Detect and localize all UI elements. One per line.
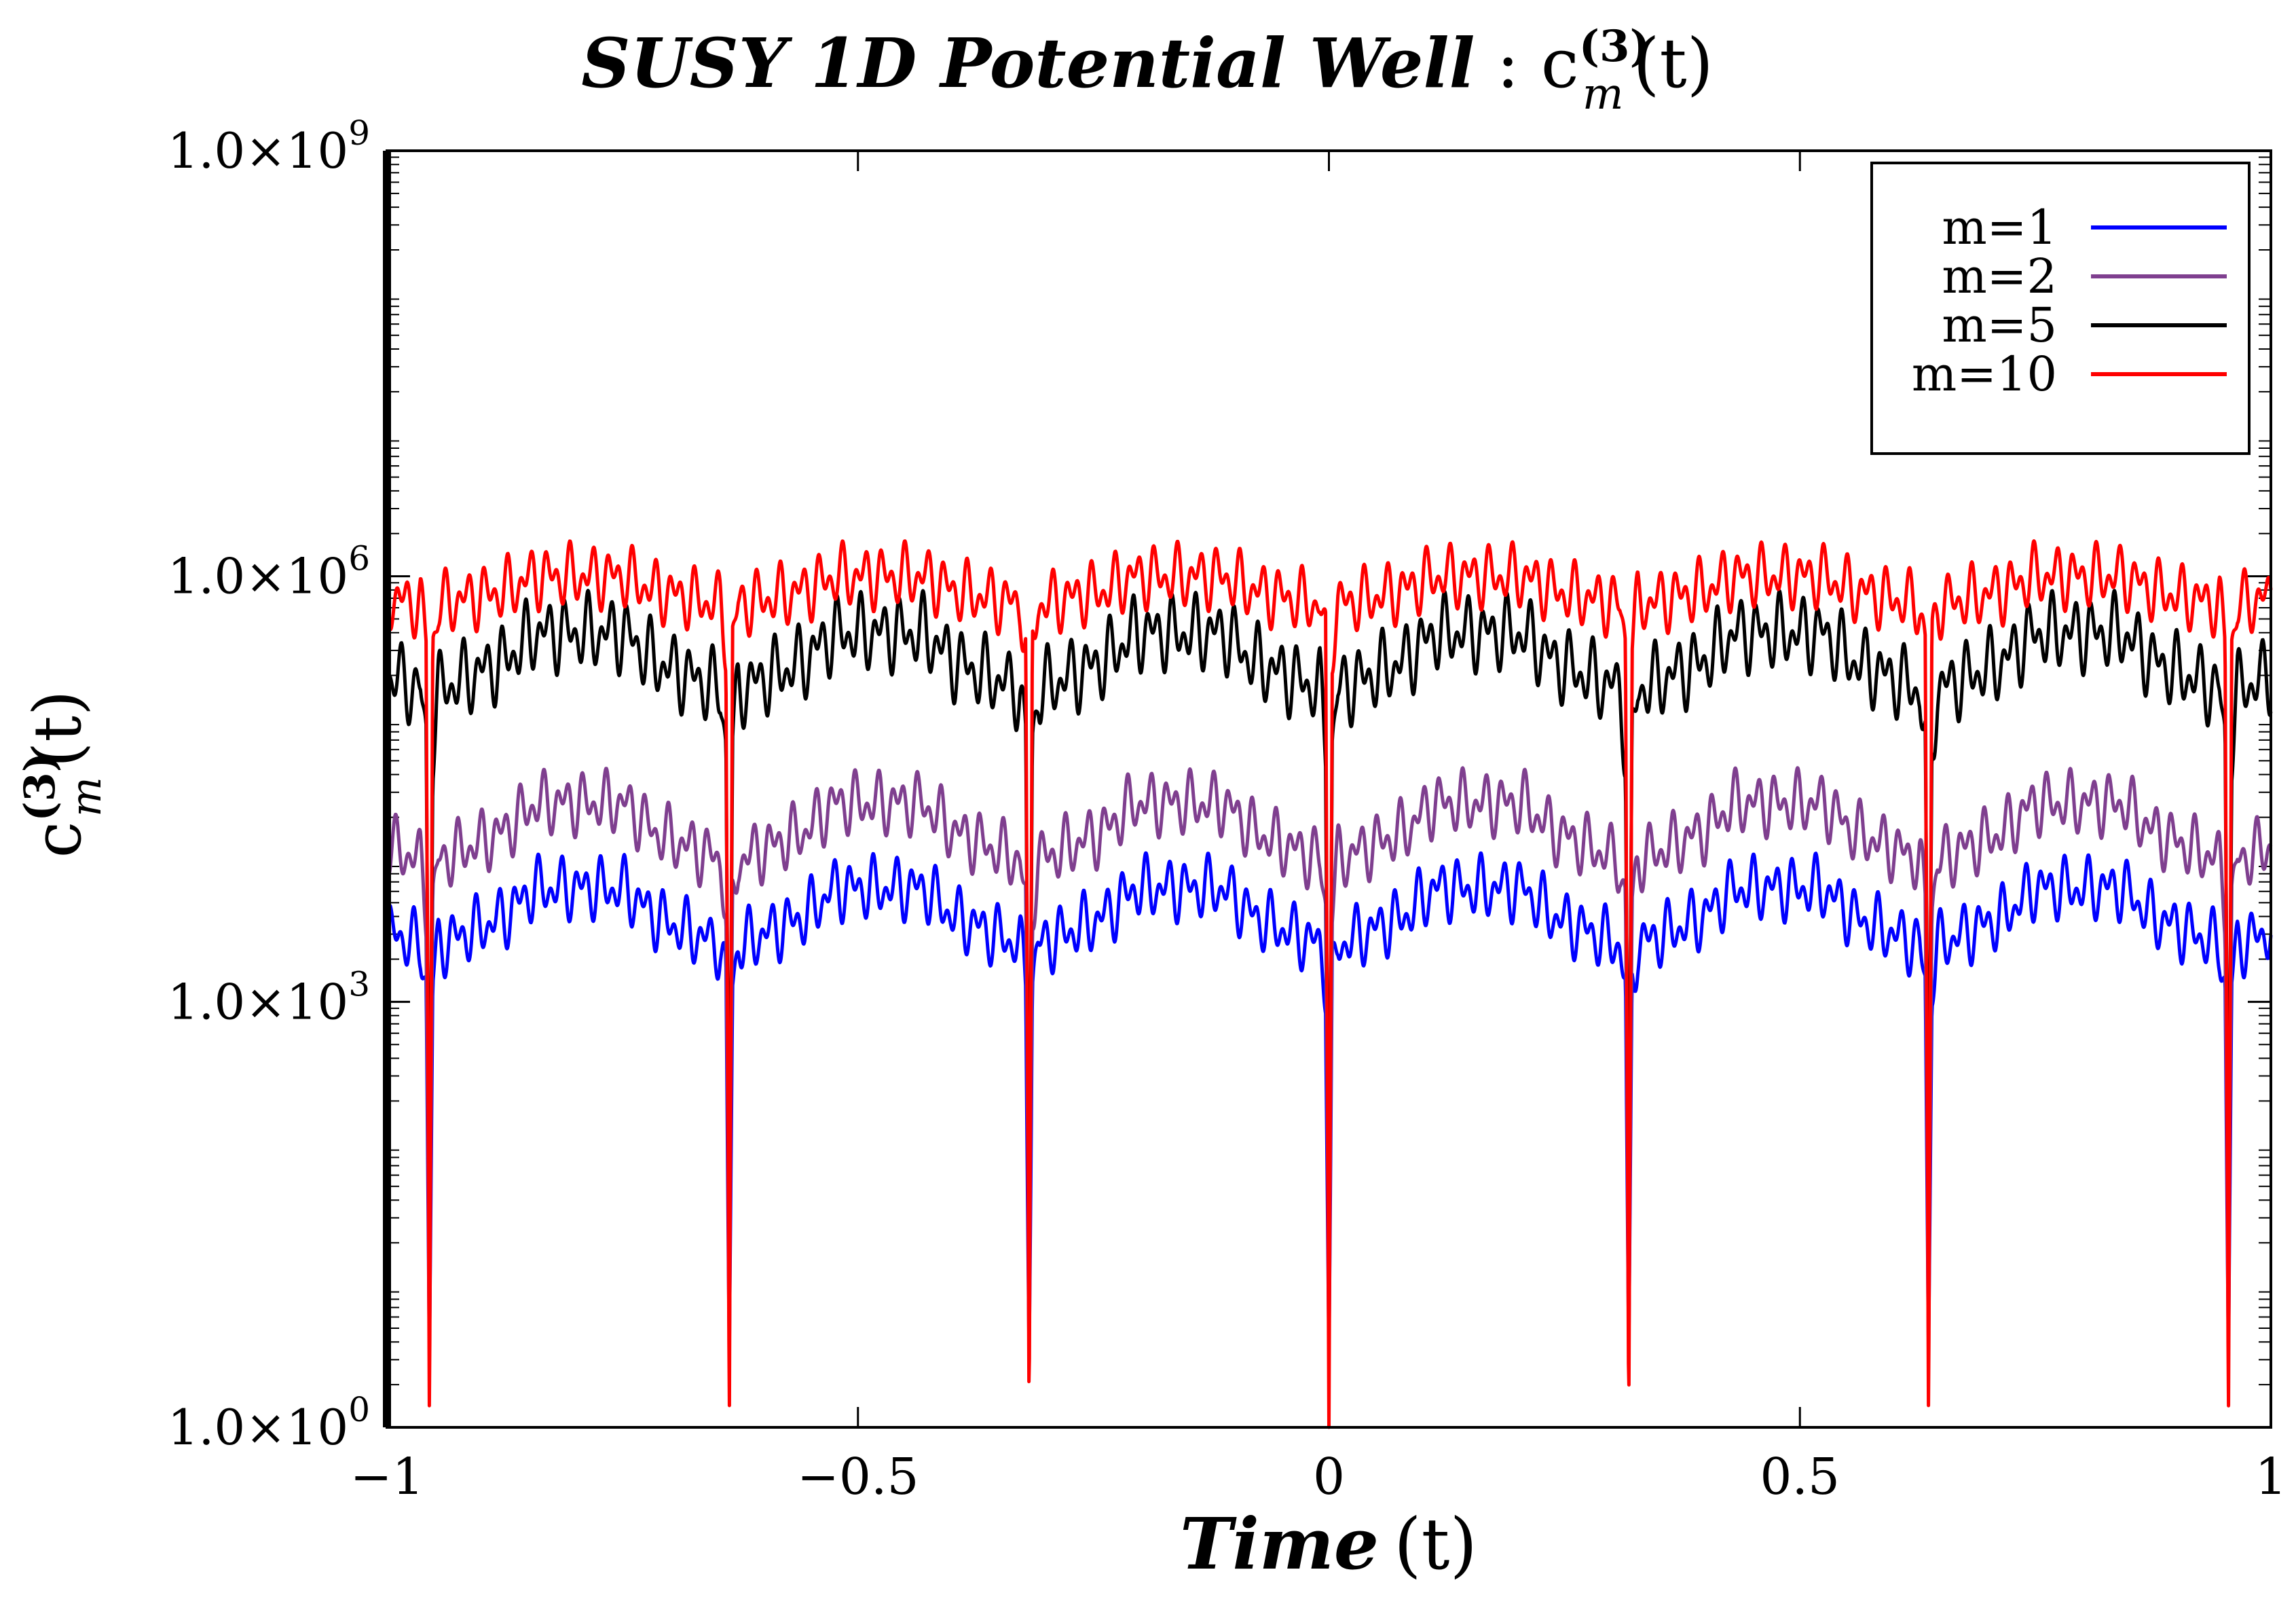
x-tick-label: −0.5 [797,1448,919,1506]
ylabel-func: c [20,822,96,858]
legend: m=1m=2m=5m=10 [1870,162,2251,455]
y-tick-label: 1.0×103 [168,964,370,1030]
x-axis-label: Time (t) [1180,1502,1477,1586]
ylabel-arg: (t) [20,691,96,767]
svg-text:c(3)m(t): c(3)m (t) [15,691,111,858]
legend-label: m=2 [1942,249,2057,304]
title-sup: (3) [1579,21,1650,72]
y-tick-label-exponent: 6 [348,539,370,579]
y-tick-label-exponent: 9 [348,113,370,153]
y-tick-label-exponent: 0 [348,1390,370,1429]
legend-label: m=10 [1912,346,2057,402]
y-tick-label-base: 1.0×10 [168,973,348,1030]
y-tick-label-base: 1.0×10 [168,548,348,605]
y-tick-label: 1.0×100 [168,1390,370,1456]
ylabel-sup: (3) [15,752,64,822]
y-axis-label: c(3)m (t) [15,691,111,858]
y-tick-label-exponent: 3 [348,964,370,1004]
legend-label: m=5 [1942,297,2057,353]
y-tick-label-base: 1.0×10 [168,1399,348,1456]
y-tick-label-base: 1.0×10 [168,122,348,179]
legend-label: m=1 [1942,200,2057,255]
title-sep: : [1475,24,1540,103]
y-tick-label: 1.0×106 [168,539,370,605]
title-main: SUSY 1D Potential Well [581,23,1475,103]
x-tick-label: 1 [2255,1448,2286,1506]
ylabel-sub: m [61,777,111,817]
x-tick-label: 0.5 [1760,1448,1840,1506]
plot-frame [386,149,2272,1429]
title-sub: m [1582,69,1624,120]
x-tick-label: 0 [1313,1448,1345,1506]
xlabel-arg: (t) [1394,1503,1477,1586]
title-func: c [1541,24,1579,103]
legend-box [1870,162,2251,455]
title-arg: (t) [1633,24,1714,103]
chart-title: SUSY 1D Potential Well : c(3) m (t) [581,21,1714,120]
y-tick-label: 1.0×109 [168,113,370,179]
x-tick-label: −1 [350,1448,424,1506]
xlabel-main: Time [1180,1502,1379,1586]
